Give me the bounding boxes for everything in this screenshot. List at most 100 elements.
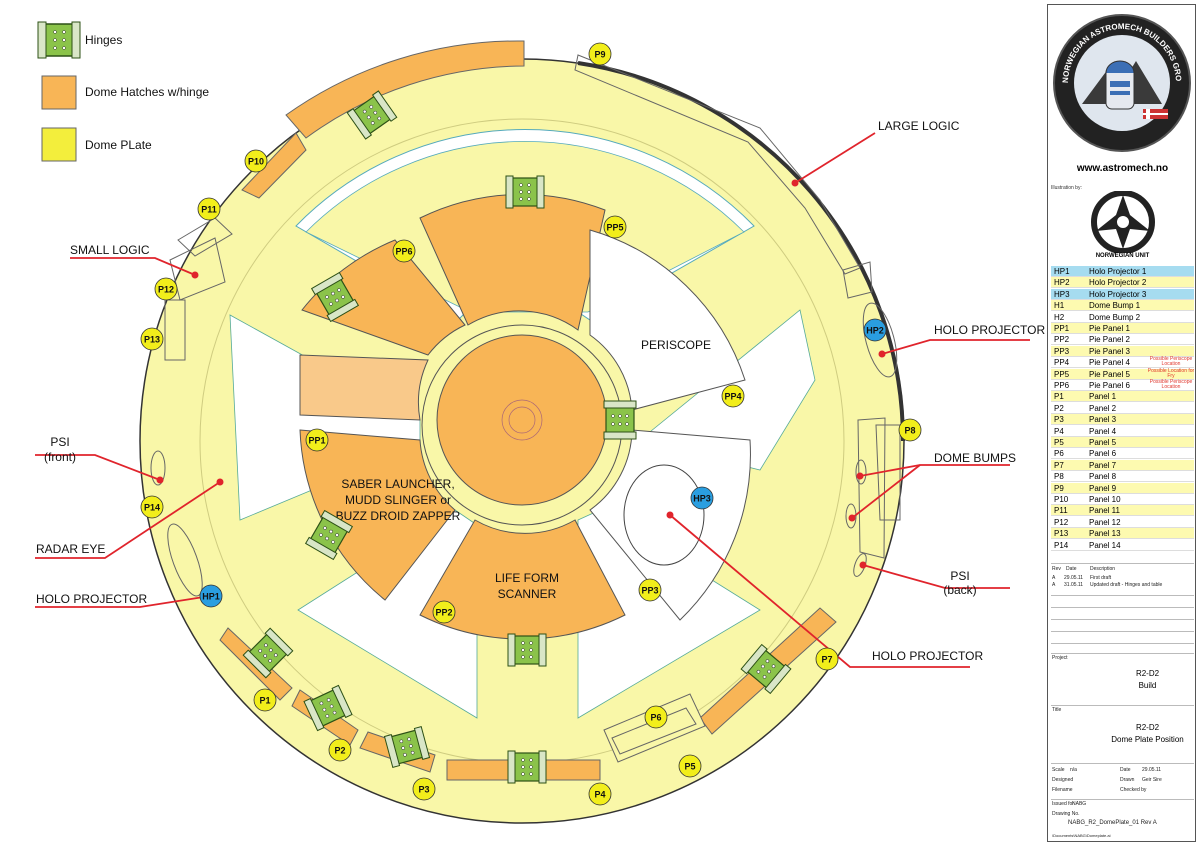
badge-label: P7 <box>821 655 832 665</box>
parts-code: P14 <box>1054 540 1069 550</box>
badge: P7 <box>815 647 839 671</box>
parts-name: Panel 4 <box>1089 426 1117 436</box>
parts-code: HP1 <box>1054 267 1070 276</box>
pie-panel-1 <box>299 429 456 601</box>
saber-label-3: BUZZ DROID ZAPPER <box>336 509 461 523</box>
parts-name: Panel 10 <box>1089 495 1121 504</box>
legend: Hinges Dome Hatches w/hinge Dome PLate <box>37 21 209 162</box>
parts-row: P5 Panel 5 <box>1051 437 1194 448</box>
parts-row: PP4 Pie Panel 4 Possible Periscope Locatio… <box>1051 357 1194 369</box>
hinge-icon <box>507 750 547 784</box>
scale-label: Scale <box>1052 767 1065 773</box>
badge-label: P1 <box>259 696 270 706</box>
drawn-value: Geir Sire <box>1142 777 1162 783</box>
parts-code: PP5 <box>1054 369 1070 379</box>
badge-label: P3 <box>418 785 429 795</box>
badge: P10 <box>244 149 268 173</box>
psi-front-leader <box>35 454 161 481</box>
pie-ring <box>229 129 816 719</box>
pie-panel-4 <box>589 229 746 411</box>
badge-label: P10 <box>248 157 264 167</box>
parts-note: Possible Location for Fry <box>1147 367 1195 379</box>
holo-projector-1-port <box>167 523 203 597</box>
badge: PP6 <box>392 239 416 263</box>
parts-row: HP2 Holo Projector 2 <box>1051 277 1194 289</box>
psi-front-label-1: PSI <box>50 435 69 449</box>
parts-name: Panel 9 <box>1089 483 1117 493</box>
date-value: 29.05.11 <box>1142 767 1162 773</box>
parts-row: P8 Panel 8 <box>1051 471 1194 483</box>
parts-name: Panel 8 <box>1089 472 1117 482</box>
pie-panel-6-lower <box>299 354 429 421</box>
holo-3-leader <box>669 514 970 668</box>
dome-bumps-leader-2 <box>851 464 921 519</box>
parts-name: Holo Projector 3 <box>1089 289 1147 299</box>
center-boss <box>501 399 543 441</box>
badge-label: HP2 <box>866 326 884 336</box>
badge-label: PP4 <box>724 392 741 402</box>
parts-name: Pie Panel 5 <box>1089 369 1130 379</box>
parts-code: P10 <box>1054 495 1069 504</box>
drawing-label: Drawing No. <box>1052 811 1080 817</box>
panel-13-outline <box>164 299 186 361</box>
parts-name: Panel 2 <box>1089 403 1117 413</box>
parts-row: P9 Panel 9 <box>1051 482 1194 494</box>
badge: PP1 <box>305 428 329 452</box>
parts-code: H2 <box>1054 312 1065 322</box>
issued-value: NABG <box>1072 801 1087 807</box>
parts-row: P7 Panel 7 <box>1051 459 1194 471</box>
hinge-icon <box>346 90 398 140</box>
unit-name: NORWEGIAN UNIT <box>1095 253 1150 259</box>
title-line-1: R2-D2 <box>1135 723 1160 732</box>
hinges <box>242 90 792 784</box>
parts-code: P8 <box>1054 472 1064 482</box>
parts-row: P3 Panel 3 <box>1051 414 1194 426</box>
badge: P13 <box>140 327 164 351</box>
illustration-by-label: Illustration by: <box>1051 185 1082 191</box>
parts-name: Panel 6 <box>1089 449 1117 459</box>
small-logic-leader <box>70 257 196 276</box>
hinge-icon <box>740 643 792 695</box>
parts-code: P2 <box>1054 403 1064 413</box>
badge-label: P6 <box>650 713 661 723</box>
parts-row: P10 Panel 10 <box>1051 494 1194 505</box>
website[interactable]: www.astromech.no <box>1076 163 1169 174</box>
parts-code: HP2 <box>1054 278 1070 288</box>
parts-code: P4 <box>1054 426 1064 436</box>
project-label: Project <box>1052 655 1068 661</box>
parts-name: Holo Projector 2 <box>1089 278 1147 288</box>
dome-plate-diagram: Hinges Dome Hatches w/hinge Dome PLate <box>35 21 1045 824</box>
badge-label: P2 <box>334 746 345 756</box>
rev-1-date: 29.05.11 <box>1064 575 1084 581</box>
parts-row: HP3 Holo Projector 3 <box>1051 288 1194 300</box>
legend-plate-label: Dome PLate <box>85 138 152 152</box>
issued-label: Issued for <box>1052 801 1074 807</box>
badge-label: P12 <box>158 285 174 295</box>
badge: PP2 <box>432 600 456 624</box>
legend-plate-swatch <box>41 127 77 162</box>
panel-9-hatch <box>285 40 525 139</box>
badges: PP1 PP2 PP3 PP4 PP5 PP6 P1 P2 P3 P4 P5 P6 P7 P8 P9 P10 P… <box>140 42 922 806</box>
hinge-icon <box>507 633 547 667</box>
project-line-1: R2-D2 <box>1135 669 1160 678</box>
legend-hatches-label: Dome Hatches w/hinge <box>85 85 209 99</box>
hinge-icon <box>505 175 545 209</box>
psi-front-label-2: (front) <box>44 450 76 464</box>
badge-label: P5 <box>684 762 695 772</box>
parts-name: Pie Panel 6 <box>1089 381 1130 390</box>
rev-1-desc: First draft <box>1090 575 1112 581</box>
rev-2-date: 31.05.11 <box>1064 582 1084 588</box>
parts-row: P2 Panel 2 <box>1051 402 1194 414</box>
panel-8-inner <box>875 424 901 521</box>
badge: PP3 <box>638 578 662 602</box>
parts-name: Panel 7 <box>1089 460 1117 470</box>
badge: P4 <box>588 782 612 806</box>
parts-row: PP1 Pie Panel 1 <box>1051 323 1194 334</box>
psi-front-port <box>150 450 166 486</box>
badge: P5 <box>678 754 702 778</box>
parts-code: HP3 <box>1054 289 1070 299</box>
holo-projector-2-label: HOLO PROJECTOR <box>934 323 1045 337</box>
logic-box <box>842 261 873 299</box>
badge: P9 <box>588 42 612 66</box>
date-label: Date <box>1120 767 1131 773</box>
